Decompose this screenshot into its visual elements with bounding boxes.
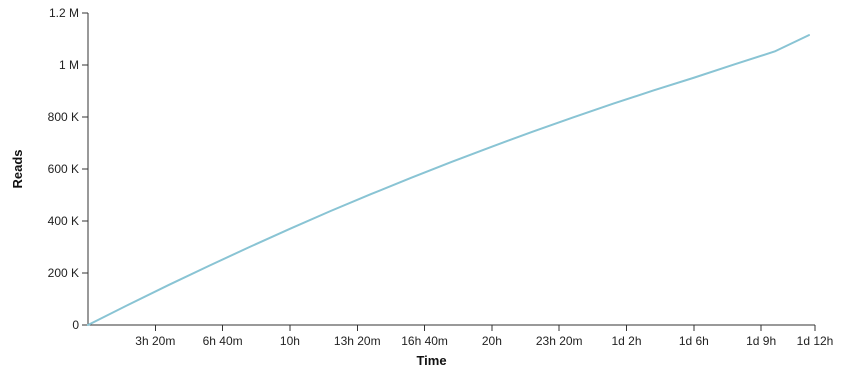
x-tick-label: 10h [280,334,300,348]
x-axis: 3h 20m 6h 40m 10h 13h 20m 16h 40m 20h 23h 20m 1… [88,324,834,348]
y-tick-label: 200 K [48,266,79,280]
x-tick-label: 1d 9h [746,334,776,348]
x-tick-label: 23h 20m [536,334,583,348]
y-tick-label: 1 M [59,58,79,72]
x-tick-label: 13h 20m [334,334,381,348]
x-tick-label: 3h 20m [135,334,175,348]
x-tick-label: 1d 12h [797,334,834,348]
y-tick-label: 600 K [48,162,79,176]
x-tick-label: 20h [482,334,502,348]
y-axis: 0 200 K 400 K 600 K 800 K 1 M 1.2 M [48,6,89,332]
y-tick-label: 400 K [48,214,79,228]
x-axis-title: Time [416,353,446,368]
x-tick-label: 1d 2h [612,334,642,348]
x-tick-label: 1d 6h [679,334,709,348]
y-axis-title: Reads [10,149,25,188]
plot-area [87,34,810,326]
y-tick-label: 0 [72,318,79,332]
y-tick-label: 1.2 M [49,6,79,20]
y-tick-label: 800 K [48,110,79,124]
series-line [87,34,810,326]
x-tick-label: 6h 40m [203,334,243,348]
x-tick-label: 16h 40m [401,334,448,348]
